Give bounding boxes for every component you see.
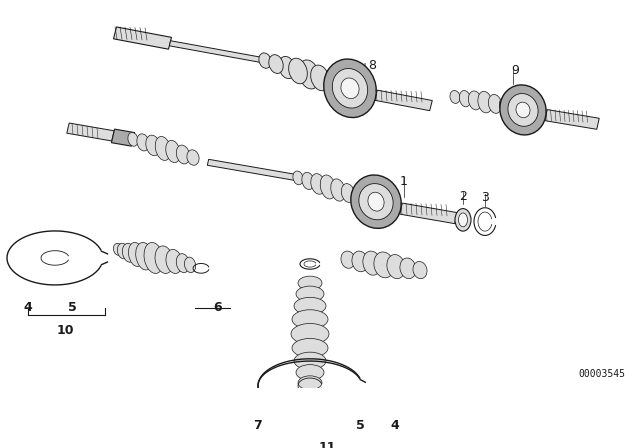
- Text: 6: 6: [214, 301, 222, 314]
- Ellipse shape: [450, 90, 460, 103]
- Ellipse shape: [298, 376, 322, 390]
- Ellipse shape: [387, 254, 405, 279]
- Ellipse shape: [156, 137, 171, 160]
- Ellipse shape: [298, 276, 322, 290]
- Polygon shape: [111, 129, 134, 146]
- Ellipse shape: [488, 95, 502, 113]
- Ellipse shape: [117, 243, 129, 259]
- Polygon shape: [170, 41, 266, 63]
- Ellipse shape: [359, 184, 393, 220]
- Ellipse shape: [187, 150, 199, 165]
- Text: 4: 4: [24, 301, 33, 314]
- Ellipse shape: [374, 252, 394, 278]
- Ellipse shape: [129, 242, 144, 267]
- Ellipse shape: [351, 175, 401, 228]
- Polygon shape: [67, 123, 114, 141]
- Ellipse shape: [352, 188, 364, 204]
- Ellipse shape: [137, 134, 149, 151]
- Ellipse shape: [468, 91, 482, 110]
- Ellipse shape: [176, 254, 189, 272]
- Ellipse shape: [296, 286, 324, 302]
- Text: 5: 5: [356, 419, 364, 432]
- Ellipse shape: [289, 58, 307, 84]
- Text: 9: 9: [511, 64, 519, 77]
- Ellipse shape: [324, 59, 376, 117]
- Ellipse shape: [368, 192, 384, 211]
- Ellipse shape: [279, 56, 295, 78]
- Polygon shape: [400, 203, 457, 224]
- Ellipse shape: [166, 250, 182, 273]
- Ellipse shape: [310, 65, 330, 90]
- Ellipse shape: [311, 174, 325, 194]
- Ellipse shape: [136, 242, 153, 270]
- Ellipse shape: [292, 310, 328, 329]
- Text: 8: 8: [368, 59, 376, 72]
- Ellipse shape: [293, 171, 303, 185]
- Ellipse shape: [299, 60, 319, 89]
- Ellipse shape: [478, 91, 492, 113]
- Ellipse shape: [323, 70, 339, 92]
- Ellipse shape: [341, 184, 355, 202]
- Polygon shape: [545, 110, 599, 129]
- Ellipse shape: [458, 213, 467, 227]
- Ellipse shape: [296, 365, 324, 380]
- Ellipse shape: [176, 145, 189, 164]
- Ellipse shape: [302, 172, 314, 190]
- Ellipse shape: [341, 78, 359, 99]
- Ellipse shape: [341, 251, 355, 268]
- Ellipse shape: [460, 90, 470, 107]
- Polygon shape: [375, 90, 432, 111]
- Ellipse shape: [400, 258, 416, 279]
- Ellipse shape: [455, 209, 471, 231]
- Ellipse shape: [259, 53, 271, 68]
- Text: 10: 10: [56, 324, 74, 337]
- Ellipse shape: [128, 133, 138, 146]
- Ellipse shape: [122, 243, 136, 262]
- Ellipse shape: [146, 135, 160, 156]
- Polygon shape: [207, 159, 299, 181]
- Ellipse shape: [320, 175, 336, 199]
- Ellipse shape: [352, 251, 368, 272]
- Text: 11: 11: [318, 441, 336, 448]
- Ellipse shape: [516, 102, 530, 118]
- Ellipse shape: [294, 297, 326, 314]
- Text: 2: 2: [459, 190, 467, 202]
- Ellipse shape: [363, 251, 381, 275]
- Ellipse shape: [508, 94, 538, 126]
- Ellipse shape: [331, 179, 345, 201]
- Text: 7: 7: [253, 419, 261, 432]
- Ellipse shape: [294, 352, 326, 370]
- Text: 00003545: 00003545: [578, 369, 625, 379]
- Ellipse shape: [269, 55, 284, 73]
- Text: 4: 4: [390, 419, 399, 432]
- Ellipse shape: [500, 85, 546, 135]
- Ellipse shape: [166, 140, 180, 163]
- Ellipse shape: [413, 262, 427, 279]
- Ellipse shape: [144, 242, 163, 273]
- Ellipse shape: [184, 257, 196, 273]
- Ellipse shape: [499, 97, 511, 114]
- Ellipse shape: [332, 69, 368, 108]
- Polygon shape: [113, 27, 172, 49]
- Ellipse shape: [292, 338, 328, 358]
- Ellipse shape: [291, 323, 329, 344]
- Text: 5: 5: [68, 301, 76, 314]
- Ellipse shape: [113, 243, 123, 255]
- Text: 1: 1: [400, 175, 408, 188]
- Text: 3: 3: [481, 191, 489, 204]
- Ellipse shape: [155, 246, 173, 273]
